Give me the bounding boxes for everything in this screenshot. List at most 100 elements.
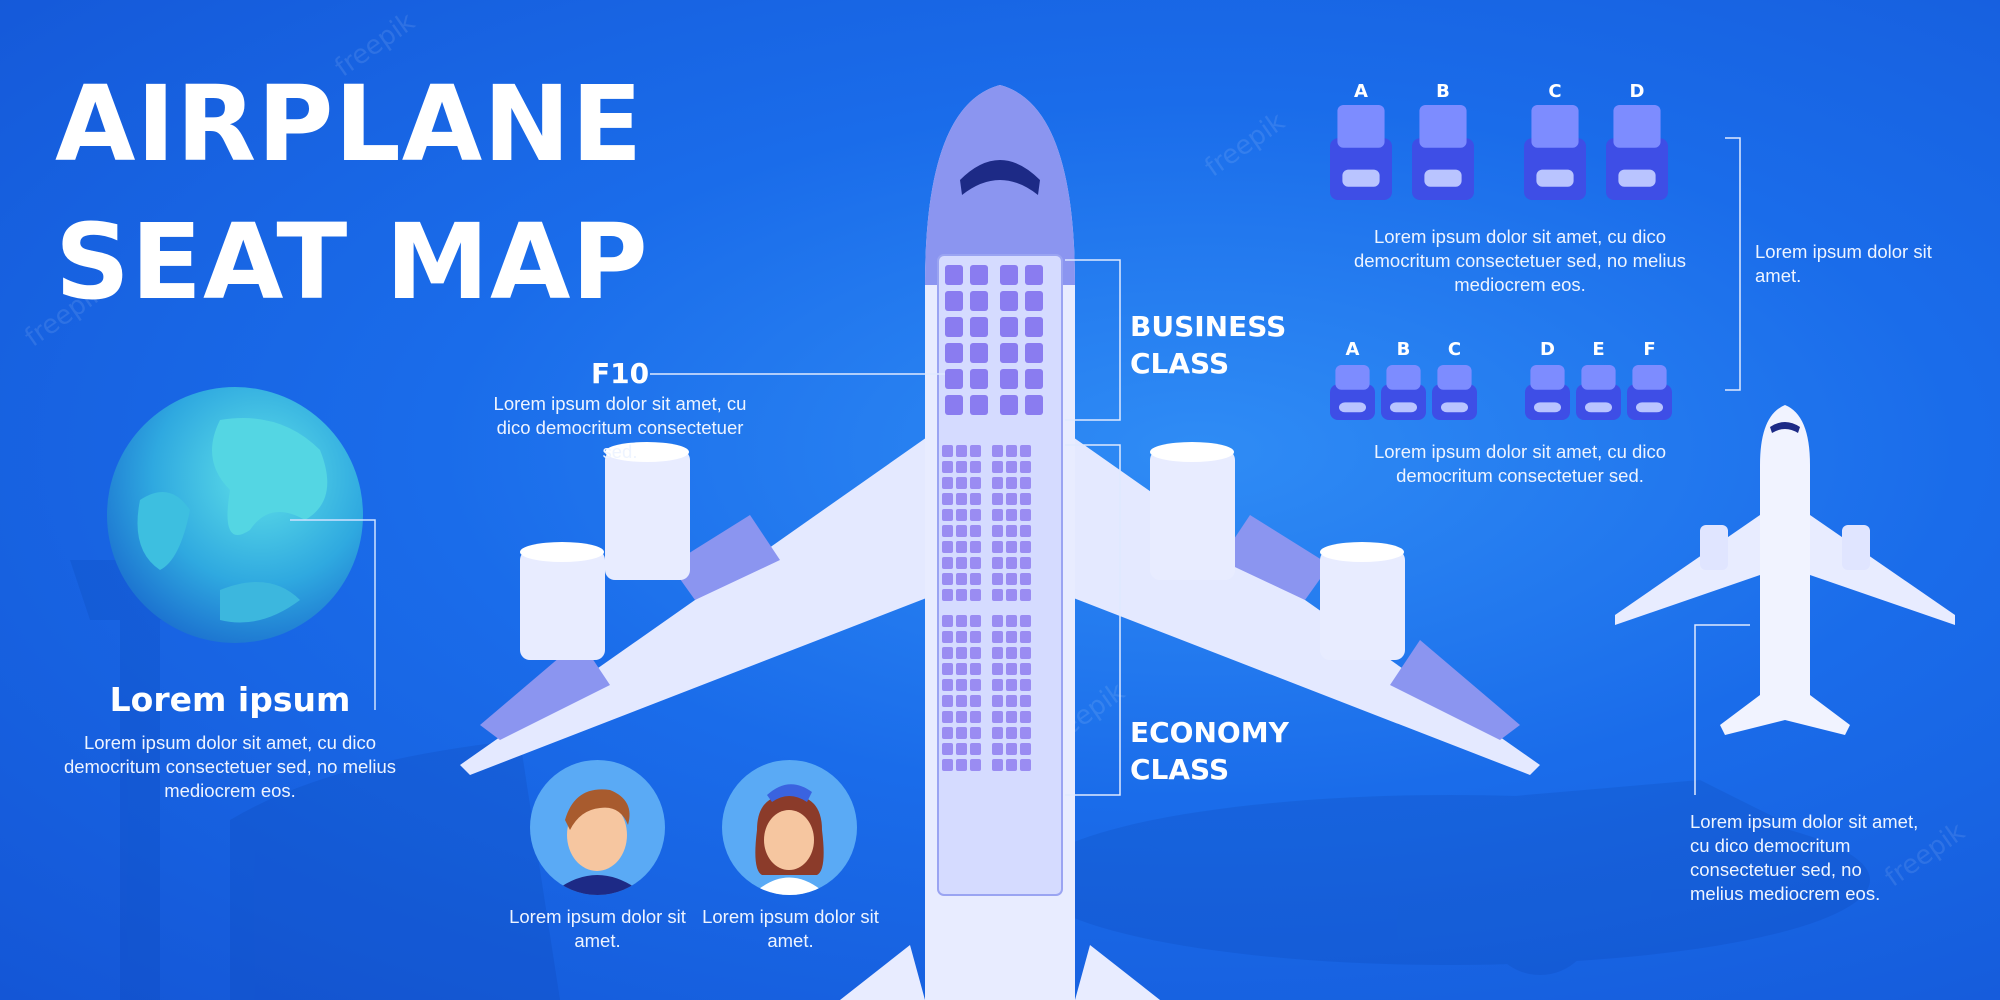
- seat-letter: D: [1630, 81, 1645, 102]
- economy-cabin-seat: [1020, 615, 1031, 627]
- business-cabin-seat: [1000, 291, 1018, 311]
- economy-cabin-seat: [970, 573, 981, 585]
- economy-cabin-seat: [970, 525, 981, 537]
- economy-cabin-seat: [1006, 445, 1017, 457]
- business-seat-row: A B C D: [1330, 81, 1668, 200]
- economy-cabin-seat: [970, 743, 981, 755]
- economy-cabin-seat: [942, 615, 953, 627]
- crew-caption-1: Lorem ipsum dolor sit amet.: [509, 906, 686, 951]
- economy-cabin-seat: [1020, 557, 1031, 569]
- seat-callout-id: F10: [590, 357, 650, 390]
- business-seat-icon: [1524, 105, 1586, 200]
- business-cabin-seat: [970, 395, 988, 415]
- economy-cabin-seat: [942, 461, 953, 473]
- economy-cabin-seat: [1006, 743, 1017, 755]
- economy-cabin-seat: [1006, 711, 1017, 723]
- economy-cabin-seat: [942, 647, 953, 659]
- seat-group-text: Lorem ipsum dolor sit amet.: [1755, 241, 1932, 286]
- economy-cabin-seat: [942, 759, 953, 771]
- economy-cabin-seat: [956, 679, 967, 691]
- economy-cabin-seat: [970, 711, 981, 723]
- economy-cabin-seat: [992, 573, 1003, 585]
- economy-cabin-seat: [1020, 509, 1031, 521]
- seat-letter: C: [1448, 339, 1461, 360]
- seat-letter: D: [1540, 339, 1555, 360]
- economy-seat-text: Lorem ipsum dolor sit amet, cu dico demo…: [1373, 441, 1666, 486]
- economy-cabin-seat: [1020, 525, 1031, 537]
- economy-cabin-seat: [970, 679, 981, 691]
- business-cabin-seat: [945, 369, 963, 389]
- business-cabin-seat: [1025, 369, 1043, 389]
- economy-cabin-seat: [1006, 631, 1017, 643]
- economy-cabin-seat: [956, 743, 967, 755]
- business-class-label: BUSINESS CLASS: [1130, 310, 1287, 380]
- economy-cabin-seat: [992, 477, 1003, 489]
- terminal-silhouette: [230, 740, 560, 1000]
- business-cabin-seat: [970, 369, 988, 389]
- business-cabin-seat: [970, 291, 988, 311]
- economy-cabin-seat: [1020, 727, 1031, 739]
- economy-cabin-seat: [1020, 445, 1031, 457]
- economy-cabin-seat: [1020, 647, 1031, 659]
- economy-cabin-seat: [956, 573, 967, 585]
- globe-description: Lorem ipsum dolor sit amet, cu dico demo…: [63, 732, 397, 801]
- economy-cabin-seat: [970, 759, 981, 771]
- economy-cabin-seat: [956, 695, 967, 707]
- economy-cabin-seat: [942, 727, 953, 739]
- economy-cabin-seat: [970, 541, 981, 553]
- economy-cabin-seat: [970, 557, 981, 569]
- economy-cabin-seat: [942, 743, 953, 755]
- economy-cabin-seat: [1006, 461, 1017, 473]
- seat-letter: A: [1354, 81, 1368, 102]
- economy-cabin-seat: [942, 695, 953, 707]
- crew-caption-2: Lorem ipsum dolor sit amet.: [702, 906, 879, 951]
- economy-cabin-seat: [1020, 743, 1031, 755]
- economy-cabin-seat: [942, 711, 953, 723]
- economy-cabin-seat: [942, 525, 953, 537]
- economy-cabin-seat: [956, 711, 967, 723]
- business-cabin-seat: [1000, 317, 1018, 337]
- economy-cabin-seat: [992, 711, 1003, 723]
- business-seat-text: Lorem ipsum dolor sit amet, cu dico demo…: [1353, 226, 1687, 295]
- economy-seat-icon: [1432, 365, 1477, 420]
- economy-cabin-seat: [992, 541, 1003, 553]
- economy-cabin-seat: [956, 615, 967, 627]
- economy-cabin-seat: [1020, 663, 1031, 675]
- economy-seat-icon: [1330, 365, 1375, 420]
- economy-cabin-seat: [970, 631, 981, 643]
- economy-cabin-seat: [942, 679, 953, 691]
- economy-cabin-seat: [970, 615, 981, 627]
- business-cabin-seat: [1025, 291, 1043, 311]
- economy-cabin-seat: [1006, 573, 1017, 585]
- economy-cabin-seat: [1006, 493, 1017, 505]
- economy-cabin-seat: [992, 631, 1003, 643]
- economy-cabin-seat: [992, 615, 1003, 627]
- globe-leader-line: [290, 519, 376, 710]
- economy-cabin-seat: [992, 679, 1003, 691]
- business-cabin-seat: [970, 343, 988, 363]
- business-cabin-seat: [945, 343, 963, 363]
- economy-cabin-seat: [956, 647, 967, 659]
- cabin-seat-map: [942, 265, 1043, 771]
- economy-cabin-seat: [942, 477, 953, 489]
- economy-cabin-seat: [942, 663, 953, 675]
- seat-letter: E: [1592, 339, 1604, 360]
- seat-letter: B: [1397, 339, 1411, 360]
- economy-cabin-seat: [1006, 663, 1017, 675]
- economy-cabin-seat: [992, 647, 1003, 659]
- economy-cabin-seat: [970, 493, 981, 505]
- economy-cabin-seat: [970, 445, 981, 457]
- economy-cabin-seat: [970, 461, 981, 473]
- economy-cabin-seat: [970, 477, 981, 489]
- seat-group-bracket: [1725, 137, 1741, 391]
- business-cabin-seat: [1025, 265, 1043, 285]
- economy-cabin-seat: [956, 589, 967, 601]
- economy-cabin-seat: [956, 445, 967, 457]
- economy-seat-row: A B C D E F: [1330, 339, 1672, 420]
- economy-cabin-seat: [956, 493, 967, 505]
- class-brackets: [1065, 259, 1121, 796]
- economy-cabin-seat: [970, 727, 981, 739]
- economy-cabin-seat: [1006, 589, 1017, 601]
- economy-seat-icon: [1381, 365, 1426, 420]
